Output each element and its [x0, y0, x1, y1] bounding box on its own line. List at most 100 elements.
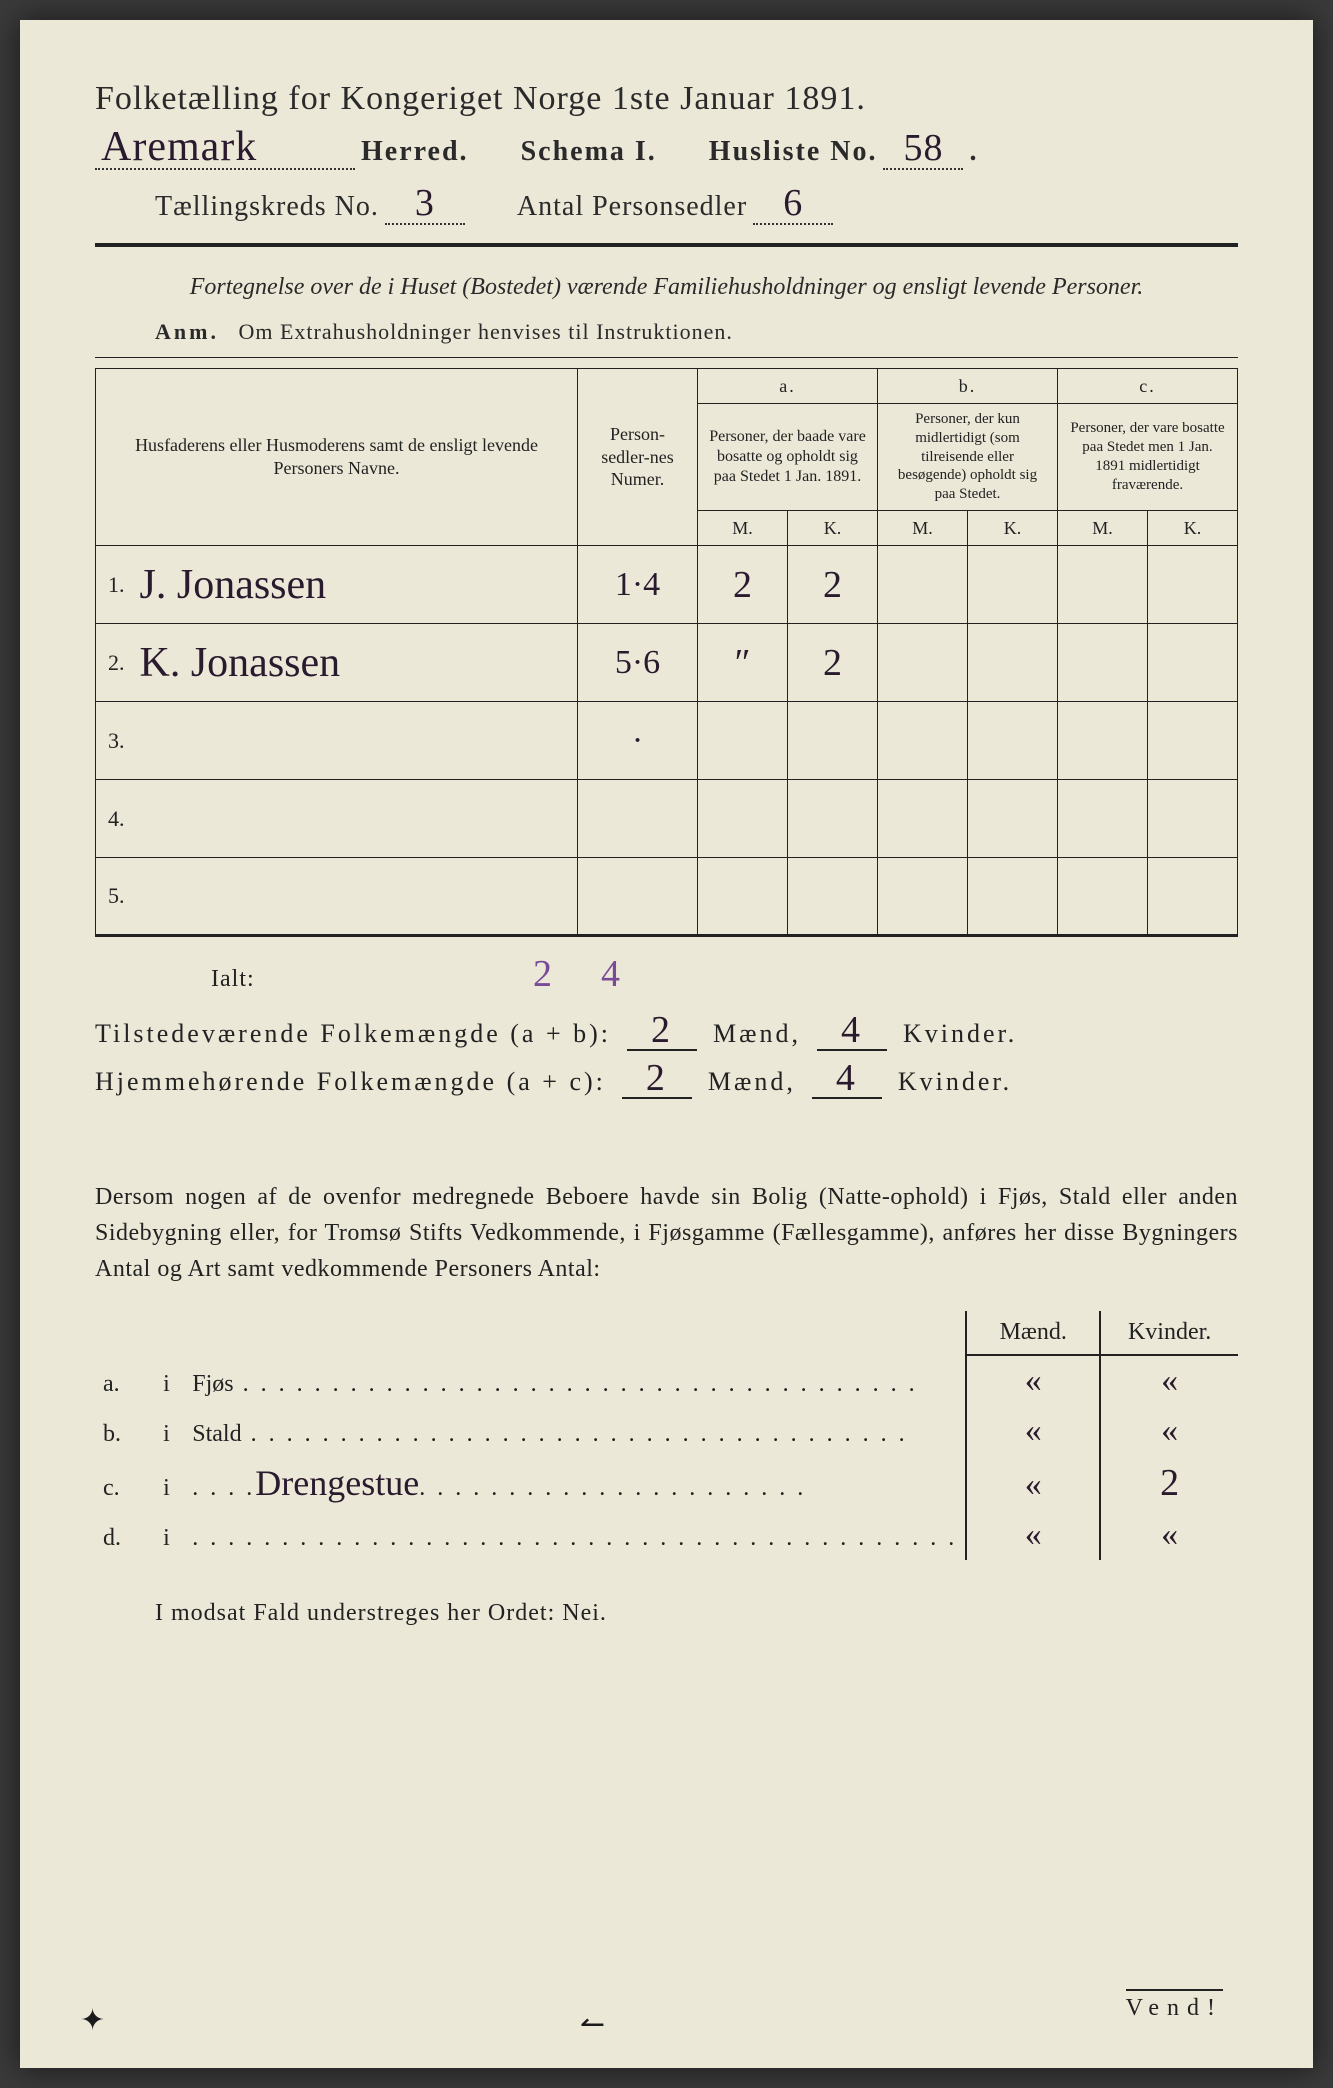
- side-m-hand: «: [1025, 1412, 1042, 1449]
- side-row: d. i . . . . . . . . . . . . . . . . . .…: [95, 1510, 1238, 1560]
- tilstede-label: Tilstedeværende Folkemængde (a + b):: [95, 1019, 611, 1049]
- row-numer-hand: 1·4: [615, 566, 660, 603]
- row-numer-hand: ·: [632, 722, 643, 759]
- hjemme-label: Hjemmehørende Folkemængde (a + c):: [95, 1067, 606, 1097]
- ialt-m-hand: 2: [533, 955, 553, 993]
- census-table-body: 1. J. Jonassen 1·4 2 2 2. K. Jonassen 5·…: [96, 546, 1238, 936]
- header-line-3: Tællingskreds No. 3 Antal Personsedler 6: [95, 184, 1238, 225]
- side-row-i: i: [149, 1406, 185, 1456]
- row-number: 1.: [96, 546, 136, 624]
- footer-nei-line: I modsat Fald understreges her Ordet: Ne…: [95, 1600, 1238, 1627]
- tilstede-line: Tilstedeværende Folkemængde (a + b): 2 M…: [95, 1011, 1238, 1051]
- side-k-hand: 2: [1160, 1462, 1179, 1504]
- schema-label: Schema I.: [521, 136, 657, 168]
- subtitle-italic: Fortegnelse over de i Huset (Bostedet) v…: [95, 271, 1238, 305]
- side-row-label: d.: [95, 1510, 149, 1560]
- side-row-i: i: [149, 1456, 185, 1510]
- col-c-label: c.: [1058, 368, 1238, 404]
- col-c-k: K.: [1148, 510, 1238, 546]
- cell-am: ″: [735, 642, 751, 684]
- table-row: 3. ·: [96, 702, 1238, 780]
- maend-label: Mænd,: [708, 1067, 796, 1097]
- col-name-header: Husfaderens eller Husmoderens samt de en…: [96, 368, 578, 546]
- bolig-paragraph: Dersom nogen af de ovenfor medregnede Be…: [95, 1179, 1238, 1287]
- col-a-label: a.: [698, 368, 878, 404]
- row-number: 2.: [96, 624, 136, 702]
- col-a-desc: Personer, der baade vare bosatte og opho…: [698, 404, 878, 511]
- kvinder-label: Kvinder.: [903, 1019, 1017, 1049]
- tilstede-m-hand: 2: [651, 1009, 673, 1051]
- side-m-hand: «: [1025, 1516, 1042, 1553]
- side-row-label: b.: [95, 1406, 149, 1456]
- col-b-k: K.: [968, 510, 1058, 546]
- ialt-label: Ialt:: [95, 966, 305, 993]
- col-b-label: b.: [878, 368, 1058, 404]
- census-form-page: Folketælling for Kongeriget Norge 1ste J…: [20, 20, 1313, 2068]
- row-name-hand: J. Jonassen: [140, 562, 327, 608]
- table-row: 4.: [96, 780, 1238, 858]
- row-name-hand: K. Jonassen: [140, 640, 341, 686]
- side-m-hand: «: [1025, 1466, 1042, 1503]
- husliste-label: Husliste No.: [709, 136, 878, 168]
- row-numer-hand: 5·6: [615, 644, 660, 681]
- anm-note: Anm. Om Extrahusholdninger henvises til …: [155, 319, 1238, 345]
- divider-thin-1: [95, 357, 1238, 358]
- side-k-hand: «: [1161, 1412, 1178, 1449]
- row-number: 3.: [96, 702, 136, 780]
- anm-prefix: Anm.: [155, 319, 219, 344]
- table-row: 5.: [96, 858, 1238, 936]
- side-k-hand: «: [1161, 1516, 1178, 1553]
- cell-am: 2: [733, 564, 752, 606]
- side-row-i: i: [149, 1510, 185, 1560]
- col-c-desc: Personer, der vare bosatte paa Stedet me…: [1058, 404, 1238, 511]
- maend-label: Mænd,: [713, 1019, 801, 1049]
- side-row-name: Stald: [192, 1421, 241, 1447]
- personsedler-label: Antal Personsedler: [517, 191, 747, 223]
- side-k-hand: «: [1161, 1362, 1178, 1399]
- side-row: a. i Fjøs . . . . . . . . . . . . . . . …: [95, 1355, 1238, 1406]
- side-row: c. i . . . .Drengestue. . . . . . . . . …: [95, 1456, 1238, 1510]
- page-title: Folketælling for Kongeriget Norge 1ste J…: [95, 80, 1238, 118]
- kvinder-label: Kvinder.: [898, 1067, 1012, 1097]
- divider-thick: [95, 243, 1238, 247]
- ialt-row: Ialt: 2 4: [95, 955, 1238, 993]
- kreds-label: Tællingskreds No.: [95, 191, 379, 223]
- hjemme-k-hand: 4: [836, 1057, 858, 1099]
- tilstede-k-hand: 4: [841, 1009, 863, 1051]
- kreds-no-handwritten: 3: [415, 182, 435, 224]
- col-b-desc: Personer, der kun midlertidigt (som tilr…: [878, 404, 1058, 511]
- side-head-m: Mænd.: [966, 1311, 1100, 1355]
- row-number: 5.: [96, 858, 136, 936]
- anm-text: Om Extrahusholdninger henvises til Instr…: [238, 319, 732, 344]
- side-row-name-hand: Drengestue: [255, 1463, 419, 1503]
- hjemme-m-hand: 2: [646, 1057, 668, 1099]
- ialt-k-hand: 4: [601, 955, 621, 993]
- col-numer-header: Person-sedler-nes Numer.: [578, 368, 698, 546]
- side-head-k: Kvinder.: [1100, 1311, 1238, 1355]
- col-a-m: M.: [698, 510, 788, 546]
- edge-mark-icon: ↼: [580, 2007, 605, 2042]
- col-a-k: K.: [788, 510, 878, 546]
- census-table: Husfaderens eller Husmoderens samt de en…: [95, 368, 1238, 938]
- side-building-table: Mænd. Kvinder. a. i Fjøs . . . . . . . .…: [95, 1311, 1238, 1560]
- side-row-i: i: [149, 1355, 185, 1406]
- col-c-m: M.: [1058, 510, 1148, 546]
- side-row-name: Fjøs: [192, 1371, 233, 1397]
- header-line-2: Aremark Herred. Schema I. Husliste No. 5…: [95, 126, 1238, 170]
- cell-ak: 2: [823, 642, 842, 684]
- personsedler-no-handwritten: 6: [783, 182, 803, 224]
- side-row: b. i Stald . . . . . . . . . . . . . . .…: [95, 1406, 1238, 1456]
- side-row-label: a.: [95, 1355, 149, 1406]
- side-m-hand: «: [1025, 1362, 1042, 1399]
- col-b-m: M.: [878, 510, 968, 546]
- table-row: 2. K. Jonassen 5·6 ″ 2: [96, 624, 1238, 702]
- herred-name-handwritten: Aremark: [101, 124, 257, 170]
- cell-ak: 2: [823, 564, 842, 606]
- table-row: 1. J. Jonassen 1·4 2 2: [96, 546, 1238, 624]
- vend-label: Vend!: [1126, 1989, 1223, 2022]
- census-table-head: Husfaderens eller Husmoderens samt de en…: [96, 368, 1238, 546]
- row-number: 4.: [96, 780, 136, 858]
- herred-label: Herred.: [361, 136, 469, 168]
- totals-block: Ialt: 2 4 Tilstedeværende Folkemængde (a…: [95, 955, 1238, 1099]
- hjemme-line: Hjemmehørende Folkemængde (a + c): 2 Mæn…: [95, 1059, 1238, 1099]
